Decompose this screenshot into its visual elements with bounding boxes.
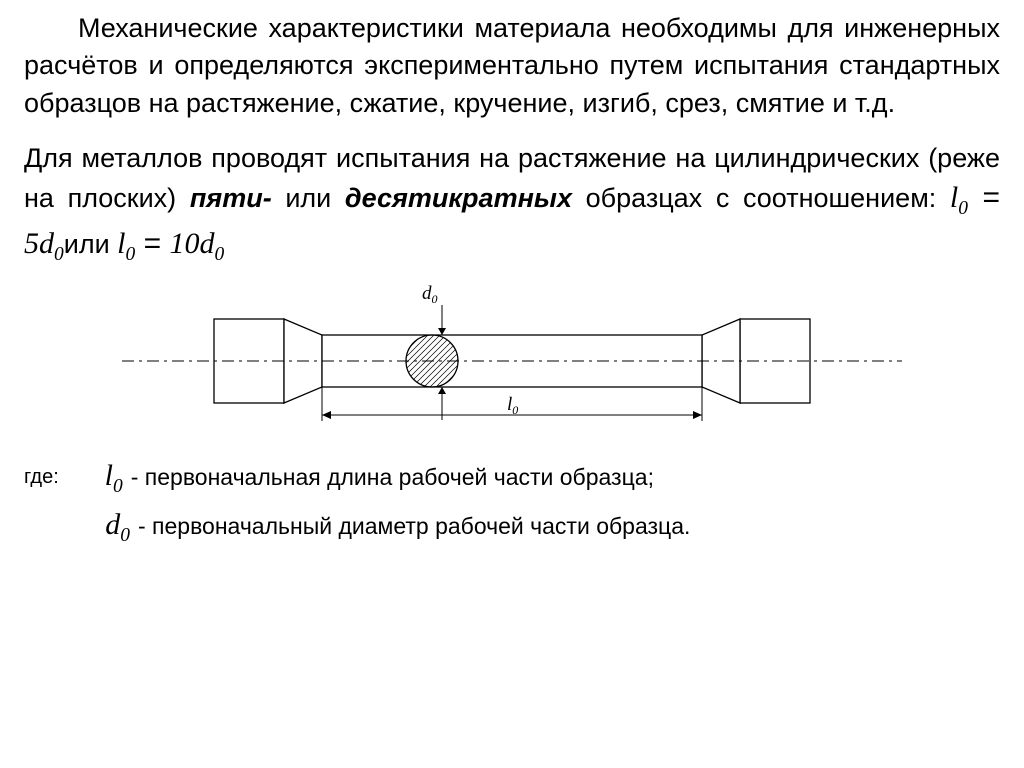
formula-eq2: = — [135, 227, 169, 260]
para2-bold1: пяти- — [190, 183, 272, 213]
legend-row-d0: d0 - первоначальный диаметр рабочей част… — [88, 502, 1000, 551]
formula-eq1: = — [968, 181, 1000, 214]
legend-symbol-d0: d0 — [105, 508, 130, 541]
formula-10d0: 10d0 — [169, 227, 224, 260]
legend: где: l0 - первоначальная длина рабочей ч… — [24, 453, 1000, 551]
legend-symbol-l0: l0 — [105, 459, 123, 492]
svg-text:d0: d0 — [422, 283, 438, 306]
svg-text:l0: l0 — [507, 394, 518, 417]
legend-where: где: — [24, 462, 59, 493]
formula-l0-1: l0 — [950, 181, 968, 214]
formula-5d0: 5d0 — [24, 227, 64, 260]
legend-row-l0: где: l0 - первоначальная длина рабочей ч… — [24, 453, 1000, 502]
formula-l0-2: l0 — [117, 227, 135, 260]
legend-text-l0: - первоначальная длина рабочей части обр… — [131, 460, 654, 496]
legend-text-d0: - первоначальный диаметр рабочей части о… — [138, 509, 690, 545]
para2-bold2: десятикратных — [345, 183, 572, 213]
para2-post: образцах с соотношением: — [572, 183, 950, 213]
paragraph-specimen: Для металлов проводят испытания на растя… — [24, 140, 1000, 269]
specimen-diagram: d0 l0 — [24, 275, 1000, 443]
paragraph-intro: Механические характеристики материала не… — [24, 10, 1000, 122]
para2-mid: или — [272, 183, 345, 213]
formula-or: или — [64, 229, 117, 259]
